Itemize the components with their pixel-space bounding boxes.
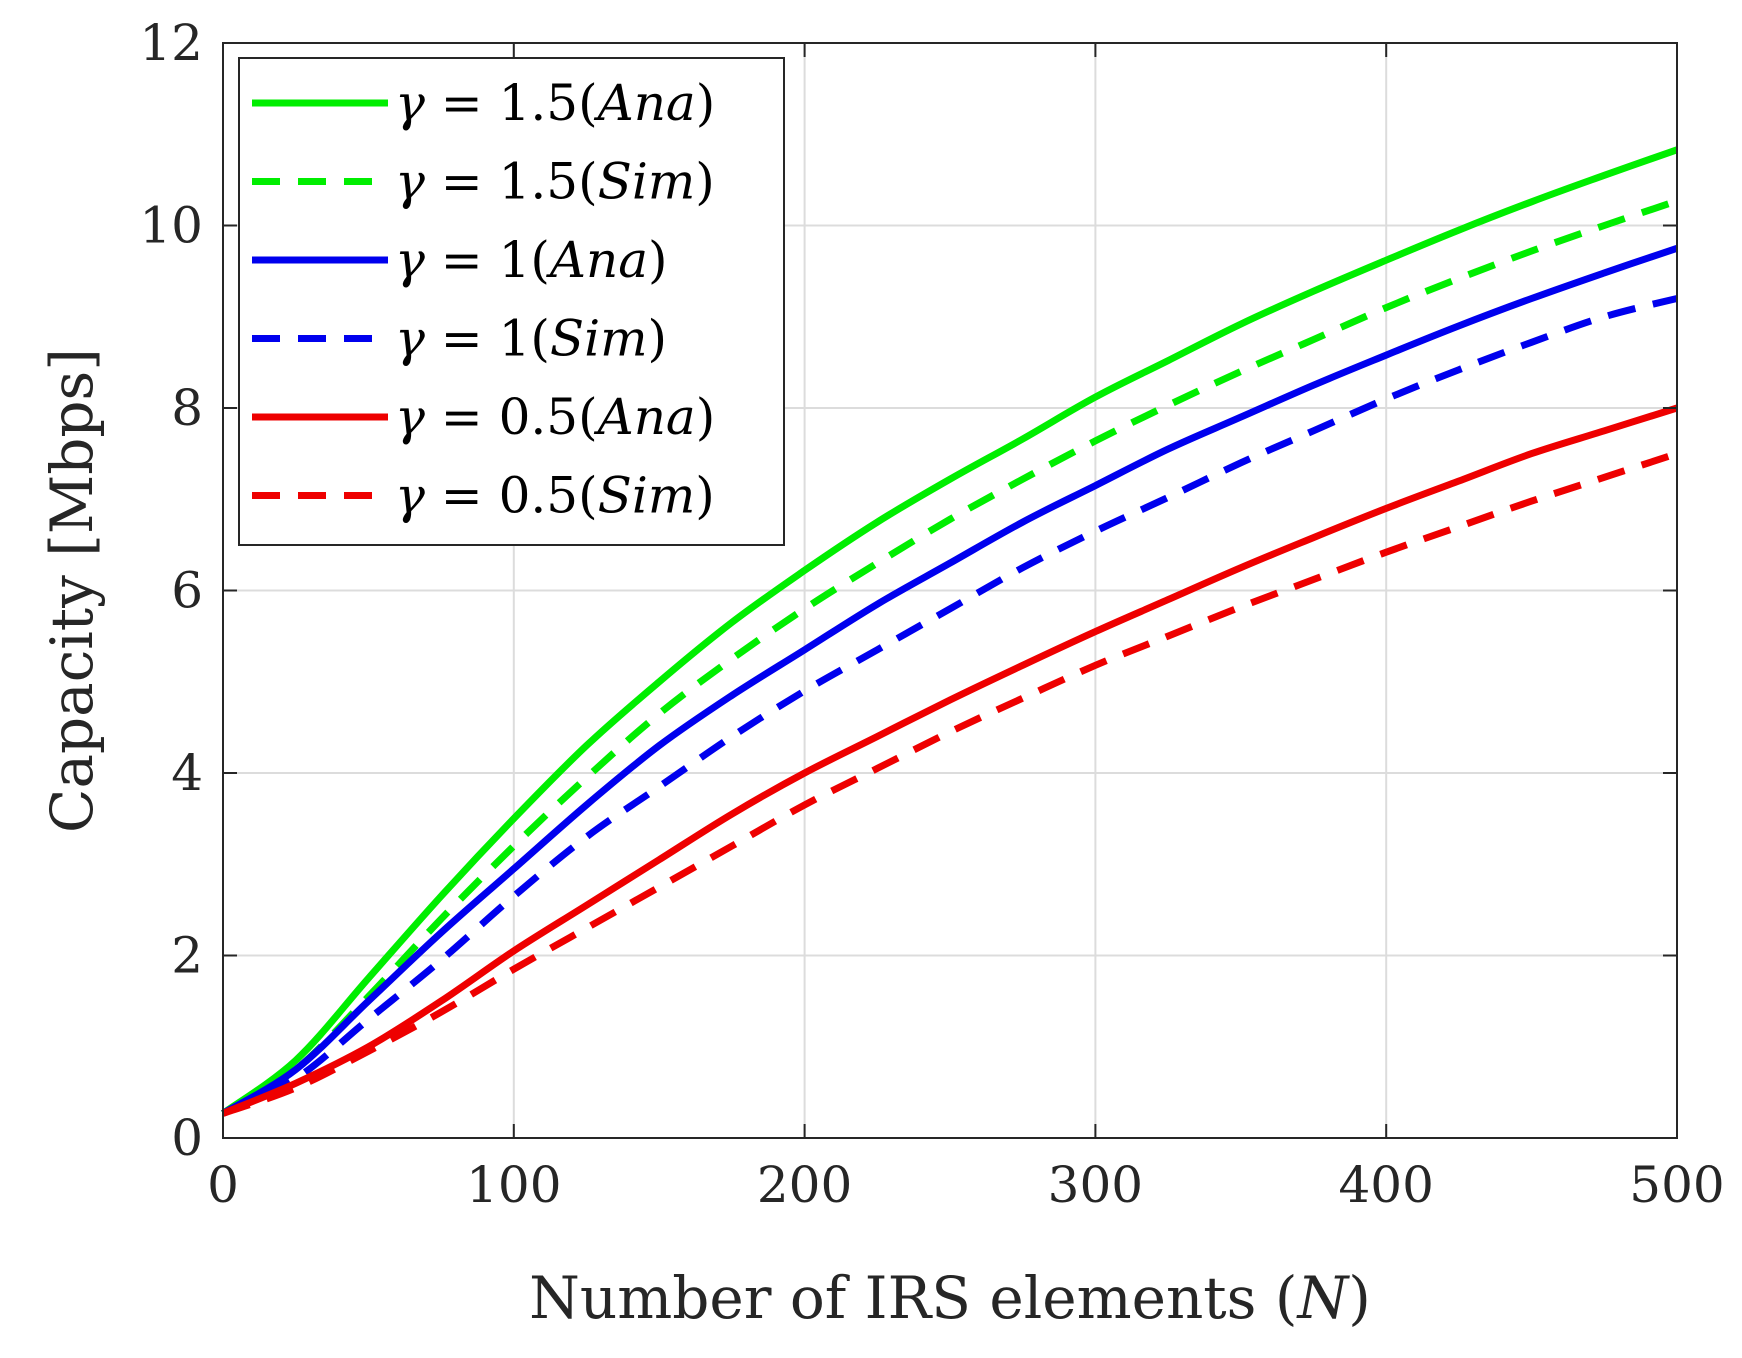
series-lines [220,146,1679,1117]
y-tick-label: 10 [139,197,203,255]
grid [222,42,1678,1139]
x-tick-label: 300 [1048,1156,1143,1214]
y-axis-label: Capacity [Mbps] [38,348,106,833]
series-line-0 [220,146,1679,1117]
legend-label-5: γ = 0.5(Sim) [395,467,715,525]
legend-box [238,57,785,546]
legend-label-0: γ = 1.5(Ana) [395,74,715,132]
x-axis-label: Number of IRS elements (N) [529,1264,1371,1332]
legend: γ = 1.5(Ana) γ = 1.5(Sim) γ = 1(Ana) γ = 1(… [238,57,785,546]
x-tick-label: 0 [207,1156,239,1214]
legend-label-4: γ = 0.5(Ana) [395,388,715,446]
series-line-2 [221,244,1679,1117]
y-tick-label: 2 [171,927,203,985]
y-tick-label: 8 [171,379,203,437]
legend-label-2: γ = 1(Ana) [395,231,668,289]
y-tick-label: 4 [171,744,203,802]
axis-ticks: 0 100 200 300 400 500 0 2 4 6 8 10 12 [139,14,1724,1214]
legend-label-1: γ = 1.5(Sim) [395,153,715,211]
x-tick-label: 200 [757,1156,852,1214]
series-line-4 [221,404,1679,1117]
y-tick-label: 6 [171,562,203,620]
x-tick-label: 400 [1338,1156,1433,1214]
series-line-3 [221,295,1678,1117]
series-line-1 [221,197,1679,1117]
series-line-5 [221,450,1679,1117]
x-tick-label: 500 [1629,1156,1724,1214]
x-tick-label: 100 [466,1156,561,1214]
y-tick-label: 12 [139,14,203,72]
y-tick-label: 0 [171,1109,203,1167]
legend-label-3: γ = 1(Sim) [395,310,667,368]
